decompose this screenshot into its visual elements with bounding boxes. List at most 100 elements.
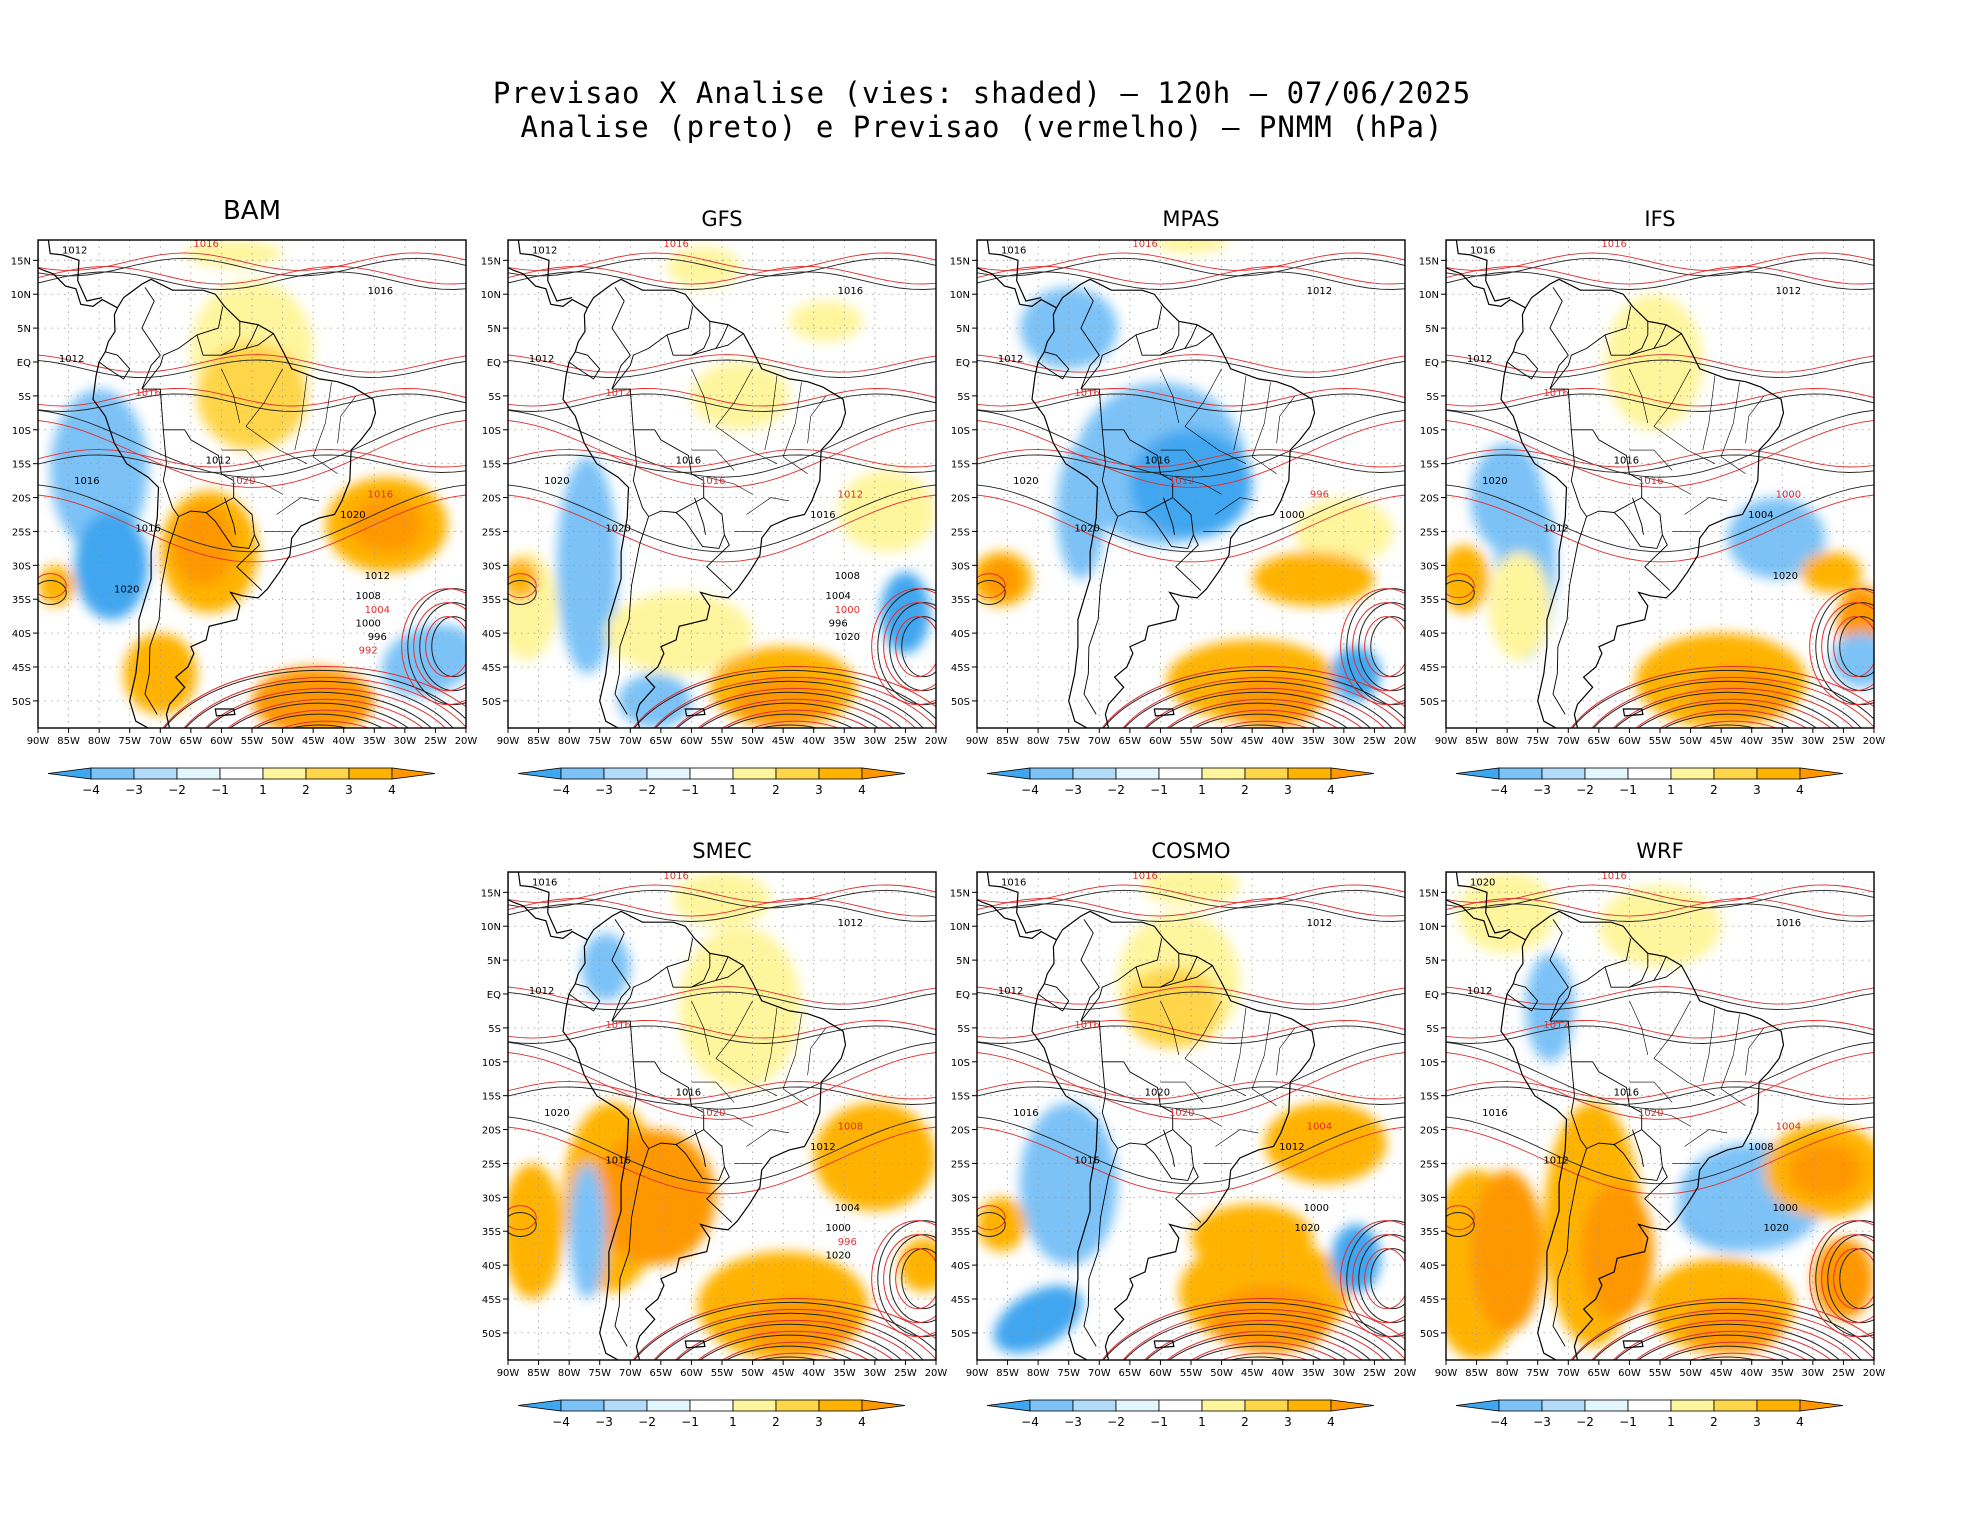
country-border: [1135, 965, 1213, 988]
isobar-zonal: [508, 448, 936, 468]
isobar-low: [1168, 702, 1349, 728]
lon-tick-label: 45W: [772, 736, 795, 747]
isobar-system: [1358, 1234, 1405, 1324]
bias-blob: [172, 504, 234, 586]
contour-label: 1020: [1294, 1223, 1319, 1234]
lon-tick-label: 80W: [1027, 1368, 1050, 1379]
isobar-zonal: [977, 448, 1405, 468]
lat-tick-label: 50S: [1420, 1329, 1439, 1340]
colorbar-label: 4: [858, 783, 866, 797]
colorbar-segment: [603, 1399, 648, 1412]
colorbar-segment: [560, 1399, 605, 1412]
colorbar-label: 1: [1198, 783, 1206, 797]
isobar-low: [751, 720, 840, 728]
isobar-zonal: [977, 1080, 1405, 1100]
colorbar: −4 −3 −2 −1 1 2 3 4: [47, 767, 436, 797]
colorbar-label: 1: [259, 783, 267, 797]
country-border: [614, 516, 650, 715]
isobar-system: [871, 588, 936, 706]
colorbar-segment: [689, 767, 734, 780]
contour-label: 1012: [838, 490, 863, 501]
isobar-subtropical: [977, 420, 1405, 488]
isobar-zonal: [977, 257, 1405, 277]
coastlines: [508, 872, 847, 1360]
isobar-zonal: [1446, 1080, 1874, 1100]
isobar-zonal: [977, 903, 1405, 922]
country-border: [1135, 333, 1213, 356]
state-border: [691, 449, 735, 471]
colorbar-segment: [305, 767, 350, 780]
lat-tick-label: 10S: [1420, 426, 1439, 437]
lon-tick-label: 40W: [1271, 736, 1294, 747]
contour-label: 1016: [1145, 456, 1170, 467]
isobar-system: [425, 616, 466, 678]
country-border: [98, 351, 131, 380]
contour-label: 1012: [532, 246, 557, 257]
state-border: [1629, 1000, 1649, 1056]
central-america-coast: [977, 240, 1057, 309]
country-border: [141, 287, 161, 390]
lon-tick-label: 40W: [802, 736, 825, 747]
isobar-low: [1143, 687, 1385, 728]
lat-tick-label: 5S: [488, 392, 501, 403]
colorbar-label: −2: [1107, 783, 1125, 797]
contour-label: 992: [359, 645, 378, 656]
colorbar-label: −1: [1619, 1415, 1637, 1429]
contour-label: 996: [829, 618, 848, 629]
lon-tick-label: 25W: [894, 736, 917, 747]
lon-tick-label: 55W: [241, 736, 264, 747]
colorbar-label: −2: [1107, 1415, 1125, 1429]
lat-tick-label: 20S: [482, 1126, 501, 1137]
contour-label: 1016: [1638, 476, 1663, 487]
lon-tick-label: 50W: [1210, 736, 1233, 747]
isobar-system: [1340, 1220, 1405, 1338]
lon-tick-label: 85W: [57, 736, 80, 747]
lon-tick-label: 20W: [1863, 1368, 1886, 1379]
colorbar-segment: [1287, 767, 1332, 780]
colorbar-segment: [861, 767, 906, 780]
colorbar-label: −2: [1576, 783, 1594, 797]
bias-blob: [1812, 1238, 1874, 1320]
lat-tick-label: EQ: [1425, 990, 1439, 1001]
lat-tick-label: 10N: [950, 922, 970, 933]
bias-blob: [556, 456, 619, 674]
isobar-high: [1446, 573, 1475, 599]
isobar-system: [895, 616, 936, 678]
isobar-system: [1839, 1248, 1874, 1310]
lat-tick-label: 25S: [1420, 1159, 1439, 1170]
state-border: [245, 368, 283, 427]
isobar-high: [977, 1205, 1006, 1231]
colorbar-segment: [986, 1399, 1031, 1412]
lon-tick-label: 60W: [680, 736, 703, 747]
colorbar-segment: [1330, 767, 1375, 780]
isobar-subtropical: [1446, 1126, 1874, 1195]
isobar-low: [721, 1341, 870, 1360]
figure-title-line-2: Analise (preto) e Previsao (vermelho) – …: [520, 110, 1444, 144]
state-border: [807, 395, 827, 444]
isobar-zonal: [508, 271, 936, 290]
contour-label: 1016: [368, 286, 393, 297]
isobar-zonal: [508, 1020, 936, 1039]
state-border: [715, 1000, 753, 1059]
lat-tick-label: 15S: [951, 460, 970, 471]
isobar-zonal: [38, 393, 466, 412]
contour-label: 1000: [1773, 1203, 1798, 1214]
lat-tick-label: EQ: [1425, 358, 1439, 369]
isobar-low: [204, 687, 446, 728]
colorbar-segment: [1158, 1399, 1203, 1412]
coastlines: [1446, 240, 1785, 728]
isobar-subtropical: [1446, 1052, 1874, 1120]
isobar-low: [676, 1323, 902, 1360]
isobar-low: [1145, 691, 1371, 728]
isobar-subtropical: [1446, 420, 1874, 488]
country-border: [1632, 497, 1644, 535]
isobar-high: [1446, 1205, 1475, 1231]
lat-tick-label: 15S: [1420, 1092, 1439, 1103]
lon-tick-label: 75W: [118, 736, 141, 747]
isobar-zonal: [508, 1086, 936, 1105]
lon-tick-label: 55W: [1180, 736, 1203, 747]
isobar-low: [1194, 1345, 1323, 1360]
isobar-high: [977, 573, 1006, 599]
country-border: [715, 324, 729, 349]
bias-blob: [1019, 1102, 1118, 1266]
